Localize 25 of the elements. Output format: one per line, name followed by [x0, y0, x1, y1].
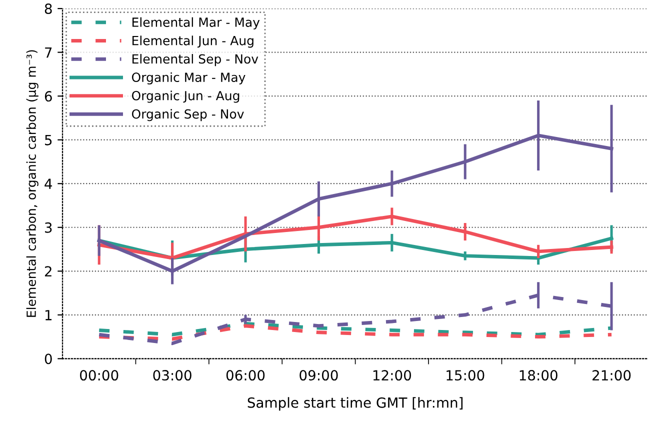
- x-axis-title: Sample start time GMT [hr:mn]: [248, 397, 463, 411]
- y-tick-label: 5: [45, 134, 52, 146]
- y-tick-label: 0: [44, 354, 52, 364]
- x-tick-label: 00:00: [80, 370, 118, 381]
- y-tick-label: 1: [45, 310, 52, 320]
- y-tick-label: 2: [44, 266, 52, 276]
- legend-label: Elemental Sep - Nov: [132, 54, 258, 66]
- x-tick-label: 06:00: [226, 370, 265, 381]
- legend-label: Organic Sep - Nov: [132, 109, 244, 122]
- x-tick-label: 15:00: [446, 370, 484, 381]
- legend-label: Elemental Mar - May: [132, 17, 260, 30]
- x-tick-label: 21:00: [592, 370, 631, 381]
- x-tick-label: 09:00: [300, 370, 338, 381]
- x-tick-label: 18:00: [520, 370, 558, 381]
- y-tick-label: 6: [44, 91, 52, 102]
- legend-label: Organic Mar - May: [132, 72, 246, 84]
- x-tick-label: 03:00: [153, 370, 192, 381]
- y-tick-label: 4: [44, 178, 52, 189]
- legend-label: Elemental Jun - Aug: [132, 36, 254, 48]
- y-tick-label: 7: [45, 47, 52, 58]
- y-tick-label: 8: [44, 4, 52, 14]
- legend-label: Organic Jun - Aug: [132, 90, 240, 103]
- y-tick-label: 3: [45, 222, 52, 233]
- y-axis-title: Elemental carbon, organic carbon (μg m⁻³): [26, 50, 38, 317]
- x-tick-label: 12:00: [373, 370, 412, 381]
